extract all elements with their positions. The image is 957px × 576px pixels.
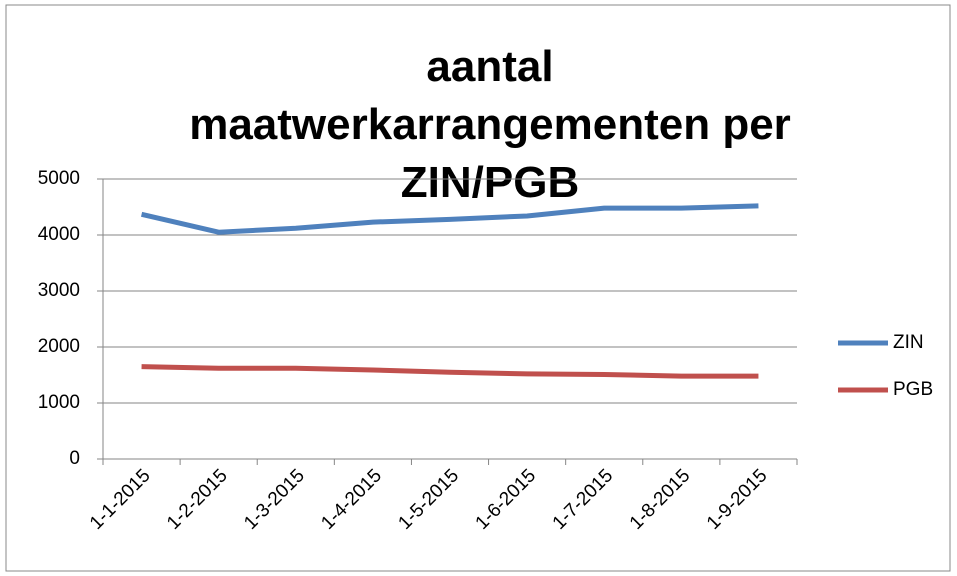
chart-border (5, 4, 951, 572)
x-tick-label: 1-4-2015 (317, 465, 386, 534)
series-line (141, 364, 759, 379)
chart-title: aantal maatwerkarrangementen per ZIN/PGB (189, 42, 791, 207)
y-tick-label: 2000 (38, 336, 80, 357)
x-tick-label: 1-9-2015 (703, 465, 772, 534)
x-tick-label: 1-5-2015 (394, 465, 463, 534)
x-tick-label: 1-8-2015 (626, 465, 695, 534)
y-tick-label: 5000 (38, 168, 80, 189)
series-line (140, 203, 759, 235)
legend-label: ZIN (893, 332, 924, 353)
x-tick-label: 1-3-2015 (240, 465, 309, 534)
y-tick-label: 0 (69, 448, 80, 469)
y-tick-label: 4000 (38, 224, 80, 245)
x-tick-label: 1-1-2015 (86, 465, 155, 534)
x-tick-label: 1-2-2015 (163, 465, 232, 534)
legend-label: PGB (893, 379, 933, 400)
y-tick-label: 3000 (38, 280, 80, 301)
x-tick-label: 1-6-2015 (472, 465, 541, 534)
x-tick-label: 1-7-2015 (549, 465, 618, 534)
y-tick-label: 1000 (38, 392, 80, 413)
